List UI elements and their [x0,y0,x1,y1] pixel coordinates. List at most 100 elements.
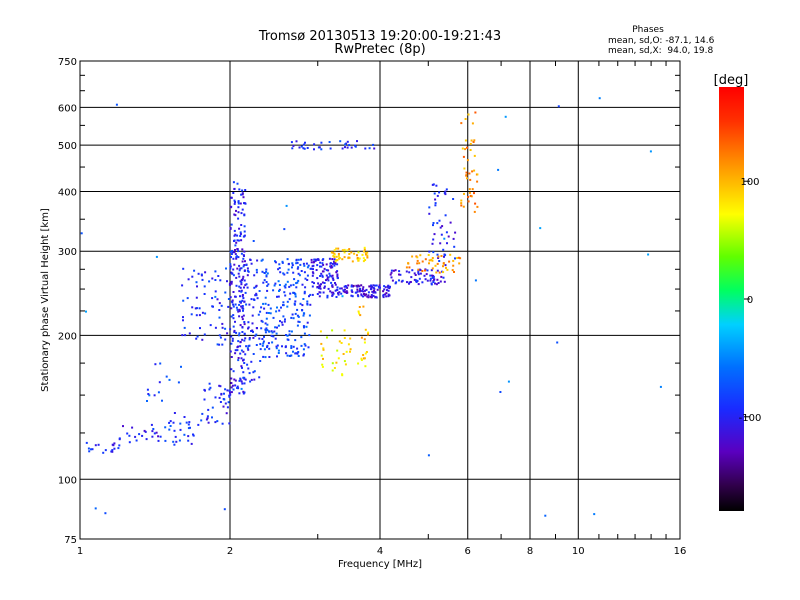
data-point [308,314,311,317]
data-point [465,174,468,177]
data-point [233,202,236,205]
data-point [328,141,331,143]
data-point [335,259,338,261]
data-point [277,324,280,327]
data-point [239,324,242,327]
data-point [341,295,344,298]
data-point [244,291,247,294]
data-point [331,262,334,265]
data-point [221,343,224,346]
data-point [233,188,236,190]
data-point [128,441,131,444]
data-point [158,381,161,384]
data-point [430,258,433,261]
data-point [357,295,360,298]
data-point [384,286,387,289]
data-point [240,300,242,303]
data-point [366,295,369,298]
data-point [375,296,378,299]
data-point [361,288,364,291]
data-point [313,258,316,261]
data-point [340,292,343,295]
data-point [468,172,471,175]
data-point [251,322,254,325]
data-point [259,310,262,313]
data-point [331,369,334,372]
data-point [334,289,337,292]
data-point [442,262,445,265]
data-point [372,284,375,287]
data-point [349,350,351,353]
data-point [345,285,348,288]
data-point [234,320,236,323]
data-point [232,303,235,306]
data-point [374,291,377,294]
data-point [301,304,304,307]
data-point [241,305,244,307]
data-point [231,337,234,340]
data-point [118,437,121,440]
data-point [240,365,243,368]
data-point [244,378,247,381]
data-point [440,233,443,236]
data-point [240,252,243,255]
data-point [445,266,447,269]
data-point [242,392,245,395]
data-point [431,257,434,259]
data-point [343,329,346,332]
data-point [303,292,306,295]
data-point [451,269,454,272]
data-point [471,188,474,191]
data-point [203,398,206,401]
data-point [278,284,281,286]
data-point [277,295,280,298]
data-point [221,422,224,425]
data-point [178,439,181,442]
data-point [365,351,368,353]
data-point [211,297,214,300]
data-point [432,281,435,283]
data-point [229,265,232,268]
data-point [440,255,443,257]
data-point [265,281,268,283]
data-point [241,338,244,341]
data-point [415,279,418,282]
data-point [659,385,662,388]
data-point [444,264,447,267]
data-point [443,237,446,240]
data-point [296,281,299,284]
data-point [436,262,439,265]
data-point [87,447,90,450]
data-point [155,255,158,258]
data-point [312,264,315,267]
y-tick-label: 750 [58,57,77,68]
data-point [231,249,234,252]
data-point [237,250,240,253]
data-point [198,314,201,317]
data-point [223,392,225,395]
data-point [234,244,237,247]
data-point [279,320,281,323]
data-point [362,295,364,298]
data-point [302,354,305,357]
data-point [218,343,221,346]
data-point [338,291,341,294]
data-point [239,280,242,283]
data-point [293,302,296,305]
data-point [222,405,225,408]
data-point [252,353,255,355]
data-point [290,345,293,348]
data-point [175,440,178,443]
data-point [326,278,329,280]
data-point [246,274,249,277]
y-tick-label: 500 [58,141,77,152]
data-point [428,250,431,253]
data-point [411,269,414,272]
data-point [326,294,329,297]
data-point [267,312,270,314]
data-point [320,342,323,345]
data-point [238,332,241,335]
data-point [311,274,314,277]
y-tick-label: 400 [58,187,77,198]
data-point [313,282,315,285]
